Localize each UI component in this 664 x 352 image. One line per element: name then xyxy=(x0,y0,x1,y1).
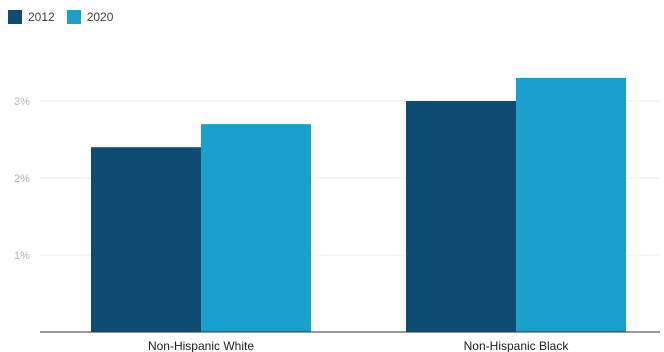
bar-2-series-2 xyxy=(516,77,626,333)
y-tick-label-2: 2% xyxy=(14,173,30,185)
legend-swatch-series-2 xyxy=(66,10,81,24)
bar-1-series-1 xyxy=(91,147,201,332)
bar-2-series-1 xyxy=(406,101,516,332)
y-tick-label-1: 1% xyxy=(14,250,30,262)
legend-swatch-series-1 xyxy=(8,10,22,24)
chart-legend: 2012 2020 xyxy=(8,10,113,24)
legend-item-series-2: 2020 xyxy=(66,10,114,24)
y-tick-label-3: 3% xyxy=(14,96,30,108)
legend-label-series-2: 2020 xyxy=(86,10,114,24)
x-category-label-2: Non-Hispanic Black xyxy=(464,339,570,352)
legend-item-series-1: 2012 xyxy=(8,10,55,24)
legend-label-series-1: 2012 xyxy=(28,10,55,24)
bar-1-series-2 xyxy=(201,124,311,332)
x-category-label-1: Non-Hispanic White xyxy=(148,339,254,352)
